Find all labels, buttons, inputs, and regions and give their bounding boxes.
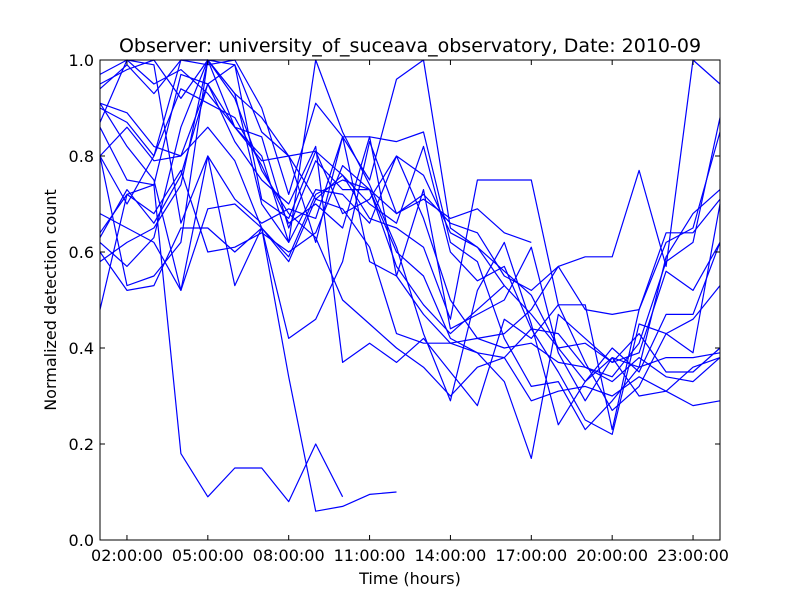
x-tick-label-5: 17:00:00 [495, 546, 567, 565]
x-tick-label-1: 05:00:00 [172, 546, 244, 565]
series-line-16 [99, 59, 721, 363]
y-tick-label-3: 0.6 [69, 243, 94, 262]
plot-frame [99, 59, 721, 541]
series-layer [99, 59, 721, 512]
series-line-3 [99, 165, 721, 397]
series-line-9 [99, 59, 721, 407]
x-tick-label-2: 08:00:00 [253, 546, 325, 565]
y-tick-label-2: 0.4 [69, 339, 94, 358]
series-line-5 [99, 102, 721, 339]
y-tick-label-4: 0.8 [69, 147, 94, 166]
series-line-7 [99, 59, 721, 378]
y-tick-label-5: 1.0 [69, 51, 94, 70]
series-line-1 [99, 184, 344, 503]
series-line-4 [99, 126, 721, 435]
series-line-12 [99, 59, 505, 286]
x-tick-label-3: 11:00:00 [334, 546, 406, 565]
x-tick-label-6: 20:00:00 [576, 546, 648, 565]
series-line-11 [99, 59, 721, 426]
x-tick-label-0: 02:00:00 [91, 546, 163, 565]
x-axis-label: Time (hours) [358, 569, 461, 588]
chart-title: Observer: university_of_suceava_observat… [119, 35, 701, 57]
x-tick-label-4: 14:00:00 [415, 546, 487, 565]
series-line-17 [99, 198, 721, 459]
series-line-14 [99, 59, 721, 402]
series-line-13 [99, 83, 532, 243]
x-tick-label-7: 23:00:00 [657, 546, 729, 565]
y-tick-label-0: 0.0 [69, 531, 94, 550]
plot-area [100, 60, 720, 540]
series-line-2 [99, 203, 397, 512]
y-tick-label-1: 0.2 [69, 435, 94, 454]
y-axis-label: Normalized detection count [41, 189, 60, 411]
ticks-layer: 02:00:00 05:00:00 08:00:00 11:00:00 14:00:00… [69, 51, 729, 565]
series-line-18 [99, 59, 721, 339]
